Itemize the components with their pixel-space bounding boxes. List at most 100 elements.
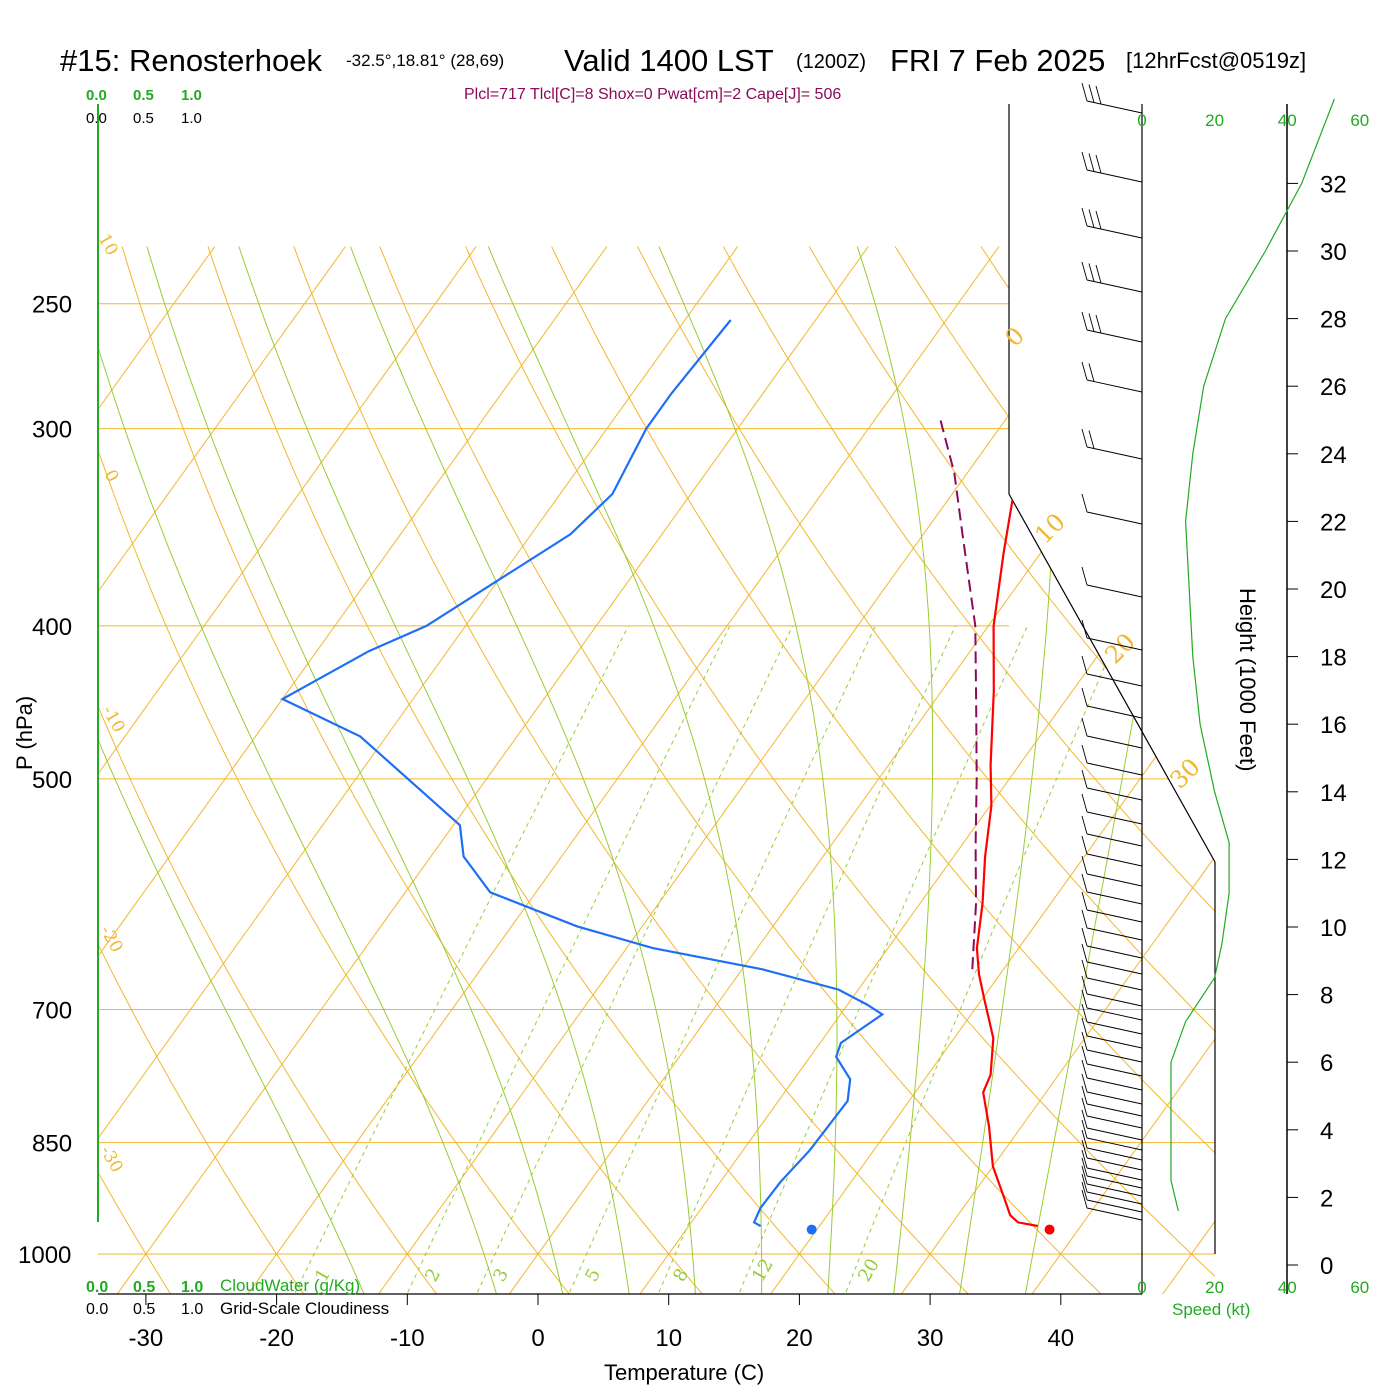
wind-barb — [1086, 945, 1143, 959]
height-tick-label: 12 — [1320, 847, 1347, 874]
wind-barb-flag — [1081, 1003, 1088, 1023]
dry-adiabat — [98, 246, 580, 1294]
wind-barb-flag — [1081, 619, 1088, 639]
wind-barb — [1086, 1103, 1143, 1117]
height-tick-label: 2 — [1320, 1185, 1333, 1212]
cloud-tick: 1.0 — [181, 1279, 203, 1296]
wind-barb — [1086, 1127, 1143, 1141]
mixing-ratio-label: 12 — [748, 1255, 778, 1285]
wind-barb-flag — [1081, 793, 1088, 813]
cloud-tick: 1.0 — [181, 110, 202, 127]
cloud-tick: 0.5 — [133, 1301, 155, 1318]
pressure-tick-label: 850 — [32, 1131, 72, 1158]
wind-barb-flag — [1088, 153, 1095, 172]
wind-barb — [1086, 1207, 1143, 1221]
station-title: #15: Renosterhoek — [60, 43, 322, 78]
wind-barb — [1086, 1157, 1143, 1171]
wind-barb — [1086, 225, 1143, 239]
wind-barb-flag — [1081, 744, 1088, 764]
wind-barb — [1086, 977, 1143, 991]
isotherm-line — [891, 246, 1215, 1294]
wind-barb — [1086, 735, 1143, 749]
cloudiness-label: Grid-Scale Cloudiness — [220, 1299, 389, 1318]
wind-barb — [1086, 762, 1143, 776]
profiles — [280, 319, 1055, 1235]
isotherm-line — [98, 246, 608, 1294]
zulu-time: (1200Z) — [796, 51, 866, 73]
speed-tick-label: 40 — [1278, 1278, 1297, 1297]
wind-barb — [1086, 1167, 1143, 1181]
wind-barb-flag — [1081, 1181, 1088, 1201]
pressure-tick-label: 500 — [32, 767, 72, 794]
isotherm-line — [238, 246, 1000, 1294]
wind-barb-flag — [1081, 1157, 1088, 1177]
wind-barb-flag — [1081, 261, 1088, 281]
dewpoint-line — [280, 319, 885, 1227]
plot-right-boundary — [1008, 104, 1216, 1254]
dry-adiabat — [98, 246, 180, 1294]
adiabat-label: -10 — [98, 703, 129, 737]
cloud-tick: 0.5 — [133, 87, 154, 104]
wind-barb-flag — [1095, 314, 1102, 334]
moist-adiabat — [98, 246, 370, 1294]
pressure-tick-label: 1000 — [18, 1242, 71, 1269]
wind-barb — [1086, 1175, 1143, 1189]
wind-barb-flag — [1081, 361, 1088, 381]
dry-adiabat — [379, 246, 1115, 1294]
wind-barb — [1086, 787, 1143, 801]
wind-barb — [1086, 1091, 1143, 1105]
isotherm-line — [98, 246, 738, 1294]
height-axis-label: Height (1000 Feet) — [1235, 588, 1260, 771]
temperature-tick-label: -20 — [259, 1325, 294, 1352]
isotherm-line — [499, 246, 1215, 1294]
mixing-ratio-line — [470, 625, 794, 1294]
isotherm-line — [369, 246, 1131, 1294]
height-tick-label: 6 — [1320, 1050, 1333, 1077]
height-tick-label: 14 — [1320, 780, 1347, 807]
wind-barb-flag — [1081, 975, 1088, 995]
wind-barb-flag — [1095, 85, 1102, 105]
wind-barb — [1086, 961, 1143, 975]
wind-barb-flag — [1081, 1073, 1088, 1093]
height-tick-label: 10 — [1320, 915, 1347, 942]
wind-barb-flag — [1081, 1165, 1088, 1185]
cloud-tick: 0.0 — [86, 110, 107, 127]
height-tick-label: 30 — [1320, 239, 1347, 266]
temperature-tick-label: 20 — [786, 1325, 813, 1352]
height-tick-label: 16 — [1320, 712, 1347, 739]
y-axis-label: P (hPa) — [12, 696, 37, 770]
isotherm-line — [98, 246, 477, 1294]
wind-barb-flag — [1095, 264, 1102, 284]
temperature-tick-label: 30 — [917, 1325, 944, 1352]
dry-adiabat — [1239, 247, 1400, 1307]
wind-barb-flag — [1081, 687, 1088, 707]
pressure-tick-label: 300 — [32, 417, 72, 444]
wind-barb — [1086, 1077, 1143, 1091]
height-tick-label: 8 — [1320, 983, 1333, 1010]
dry-adiabat — [1066, 246, 1215, 1294]
temperature-tick-label: -10 — [390, 1325, 425, 1352]
speed-tick-label: 0 — [1137, 111, 1146, 130]
wind-barb-flag — [1088, 363, 1095, 382]
wind-barb-flag — [1081, 891, 1088, 911]
speed-tick-label: 20 — [1205, 111, 1224, 130]
wind-barb-flag — [1081, 1045, 1088, 1065]
wind-barb — [1086, 993, 1143, 1007]
mixing-ratio-line — [400, 625, 731, 1294]
x-axis-label: Temperature (C) — [604, 1360, 764, 1385]
wind-barb — [1086, 1021, 1143, 1035]
wind-barb — [1086, 1199, 1143, 1213]
height-tick-label: 24 — [1320, 442, 1347, 469]
wind-barb — [1086, 169, 1143, 183]
wind-barb-flag — [1081, 1119, 1088, 1139]
wind-barb-flag — [1081, 566, 1088, 586]
dry-adiabat — [894, 246, 1215, 1294]
isotherm-line — [1022, 246, 1215, 1294]
temperature-tick-label: 40 — [1047, 1325, 1074, 1352]
cloud-tick: 1.0 — [181, 87, 202, 104]
temperature-tick-labels: -30 -20 -10 0 10 20 30 40 — [129, 1294, 1074, 1352]
wind-barb-flag — [1081, 717, 1088, 737]
cloud-scale-top: 0.0 0.5 1.0 0.0 0.5 1.0 — [86, 87, 202, 127]
speed-tick-label: 0 — [1137, 1278, 1146, 1297]
dry-adiabat — [808, 246, 1215, 1294]
